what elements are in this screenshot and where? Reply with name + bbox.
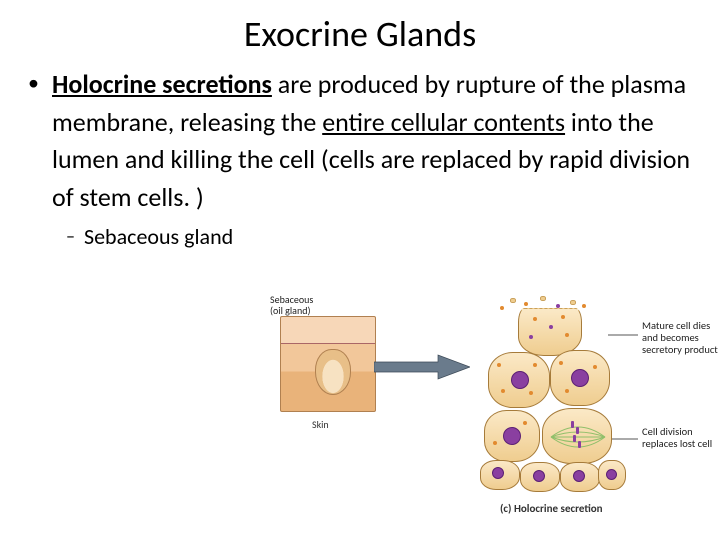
granule-icon bbox=[549, 325, 553, 329]
nucleus-icon bbox=[511, 371, 529, 389]
chromosome-icon bbox=[571, 421, 574, 428]
chromosome-icon bbox=[576, 427, 579, 434]
sub-bullet-1: – Sebaceous gland bbox=[66, 223, 696, 252]
label-mature-cell: Mature cell dies and becomes secretory p… bbox=[642, 320, 720, 356]
granule-icon bbox=[497, 363, 501, 367]
granule-icon bbox=[501, 389, 505, 393]
basal-cell bbox=[598, 460, 626, 490]
r1l1: Mature cell dies bbox=[642, 319, 710, 332]
granule-icon bbox=[559, 361, 563, 365]
chromosome-icon bbox=[578, 441, 581, 448]
granule-icon bbox=[533, 363, 537, 367]
leader-line-2 bbox=[612, 434, 642, 444]
r1l2: and becomes bbox=[642, 331, 699, 344]
body-area: • Holocrine secretions are produced by r… bbox=[28, 66, 696, 251]
nucleus-icon bbox=[492, 467, 504, 479]
nucleus-icon bbox=[533, 470, 545, 482]
spindle-icon bbox=[547, 415, 609, 459]
ruptured-cell bbox=[518, 308, 582, 356]
slide-title: Exocrine Glands bbox=[24, 12, 696, 56]
r2l2: replaces lost cell bbox=[642, 437, 712, 450]
skin-block bbox=[280, 316, 376, 412]
diagram: Sebaceous (oil gland) Skin bbox=[280, 298, 700, 528]
bullet-text: Holocrine secretions are produced by rup… bbox=[52, 66, 696, 217]
cell bbox=[484, 410, 540, 462]
granule-icon bbox=[565, 333, 569, 337]
sub-bullet-marker: – bbox=[66, 223, 84, 249]
granule-icon bbox=[593, 365, 597, 369]
skin-caption: Skin bbox=[312, 418, 329, 431]
basal-cell bbox=[560, 462, 600, 492]
sub-bullet-text: Sebaceous gland bbox=[84, 223, 233, 252]
r2l1: Cell division bbox=[642, 425, 693, 438]
granule-icon bbox=[523, 421, 527, 425]
granule-icon bbox=[493, 441, 497, 445]
cells-panel bbox=[470, 298, 630, 498]
bullet-lead: Holocrine secretions bbox=[52, 68, 272, 100]
slide-root: Exocrine Glands • Holocrine secretions a… bbox=[0, 0, 720, 540]
cell bbox=[550, 350, 610, 406]
granule-icon bbox=[582, 304, 586, 308]
granule-icon bbox=[500, 306, 504, 310]
debris bbox=[570, 300, 576, 305]
debris bbox=[540, 296, 546, 301]
bullet-1: • Holocrine secretions are produced by r… bbox=[28, 66, 696, 217]
basal-cell bbox=[520, 462, 560, 492]
basal-cell bbox=[480, 460, 520, 490]
r1l3: secretory product bbox=[642, 343, 718, 356]
granule-icon bbox=[524, 302, 528, 306]
granule-icon bbox=[561, 315, 565, 319]
nucleus-icon bbox=[503, 427, 521, 445]
zoom-arrow-icon bbox=[374, 352, 470, 382]
dividing-cell bbox=[542, 408, 612, 464]
granule-icon bbox=[565, 389, 569, 393]
skin-surface bbox=[281, 343, 375, 344]
debris bbox=[510, 298, 516, 303]
granule-icon bbox=[533, 317, 537, 321]
granule-icon bbox=[529, 335, 533, 339]
nucleus-icon bbox=[606, 469, 617, 480]
granule-icon bbox=[529, 391, 533, 395]
label-cell-division: Cell division replaces lost cell bbox=[642, 426, 720, 450]
leader-line-1 bbox=[608, 330, 642, 340]
panel-caption: (c) Holocrine secretion bbox=[500, 502, 603, 515]
nucleus-icon bbox=[573, 470, 585, 482]
sebaceous-gland bbox=[315, 349, 351, 395]
mature-cell bbox=[488, 352, 550, 408]
bullet-marker: • bbox=[28, 66, 52, 100]
bullet-underline: entire cellular contents bbox=[322, 106, 565, 138]
nucleus-icon bbox=[571, 369, 589, 387]
chromosome-icon bbox=[573, 435, 576, 442]
